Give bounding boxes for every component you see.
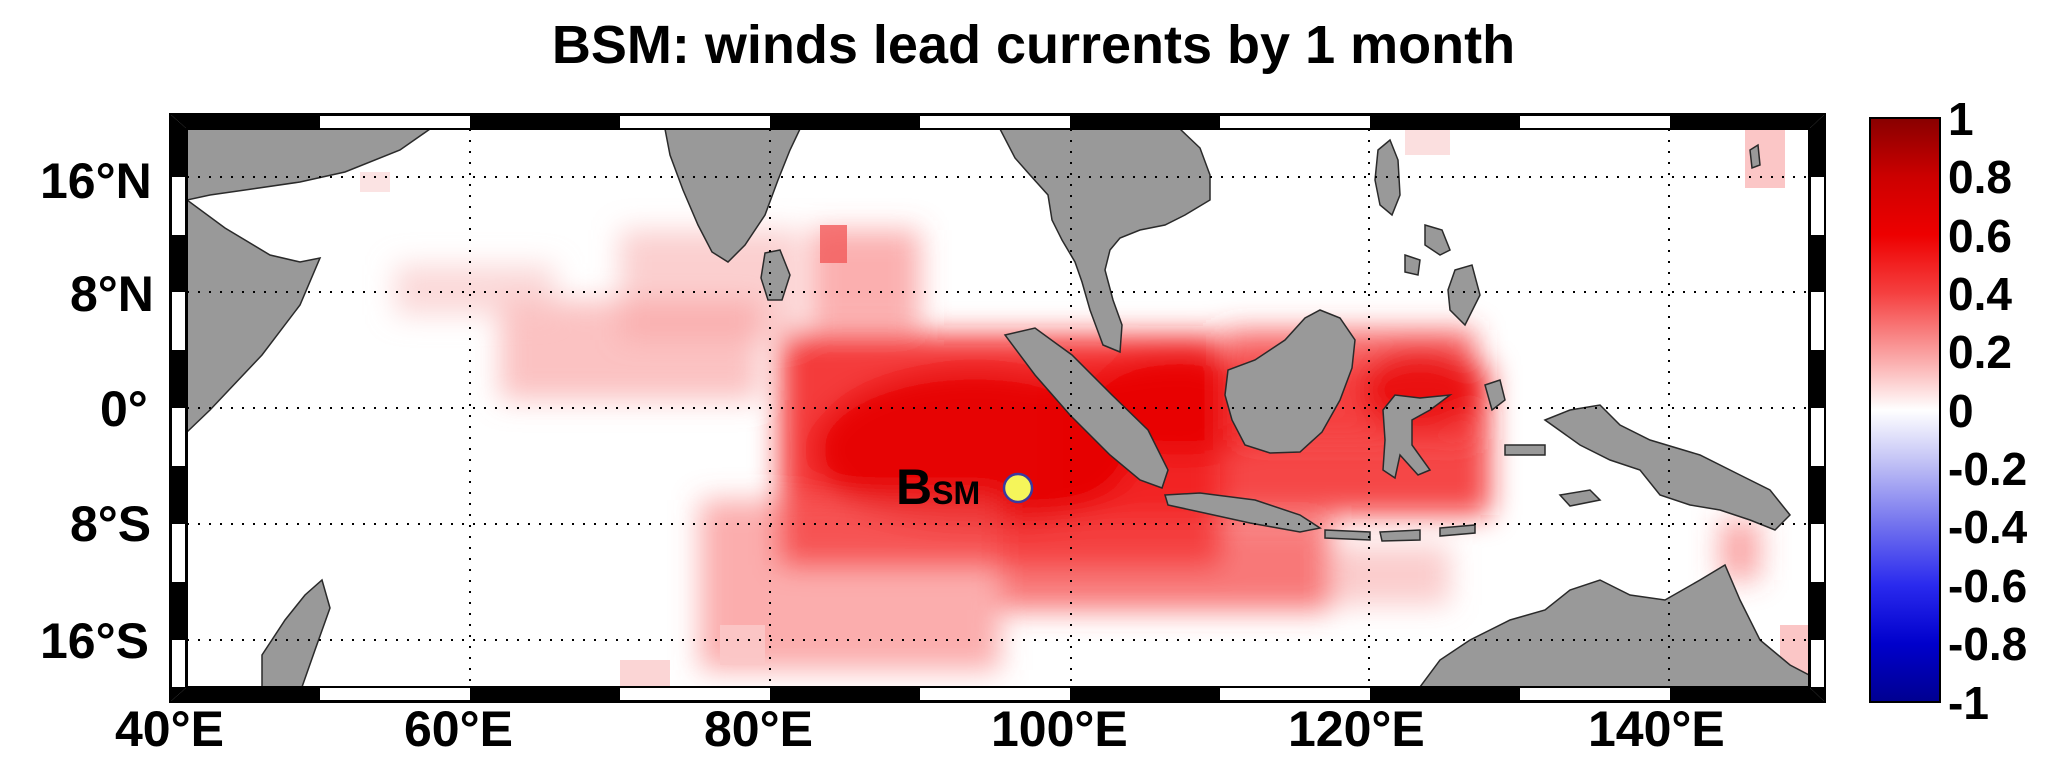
- colorbar-tick: 0: [1948, 385, 1974, 437]
- land: [187, 129, 1809, 687]
- map-content: [187, 129, 1809, 687]
- lat-label-8s: 8°S: [70, 496, 152, 552]
- lon-label-40e: 40°E: [115, 701, 224, 757]
- land-new-guinea: [1543, 404, 1792, 531]
- land-sumatra: [1003, 327, 1169, 489]
- lat-label-16n: 16°N: [40, 153, 152, 209]
- colorbar-tick: 0.2: [1948, 326, 2012, 378]
- station-label-main: B: [896, 459, 933, 515]
- map-title: BSM: winds lead currents by 1 month: [551, 15, 1516, 75]
- lon-label-60e: 60°E: [404, 701, 513, 757]
- lon-label-120e: 120°E: [1288, 701, 1425, 757]
- colorbar-tick: -0.8: [1948, 618, 2028, 670]
- land-sulawesi: [1382, 393, 1453, 480]
- land-australia: [1419, 563, 1809, 687]
- land-java: [1164, 492, 1322, 533]
- land-madagascar: [261, 578, 331, 687]
- lon-label-80e: 80°E: [704, 701, 813, 757]
- colorbar-tick: 0.4: [1948, 268, 2012, 320]
- colorbar-tick: -1: [1948, 677, 1989, 729]
- land-indochina: [999, 129, 1211, 354]
- land-sri-lanka: [760, 249, 791, 301]
- lon-label-100e: 100°E: [991, 701, 1128, 757]
- colorbar-tick: -0.4: [1948, 501, 2028, 553]
- land-borneo: [1224, 309, 1356, 454]
- colorbar-tick: 0.8: [1948, 151, 2012, 203]
- station-label: BSM: [896, 458, 980, 516]
- colorbar-tick: -0.6: [1948, 560, 2028, 612]
- station-marker: [1002, 472, 1034, 504]
- lon-label-140e: 140°E: [1588, 701, 1725, 757]
- land-mindanao: [1447, 264, 1481, 327]
- lat-label-0: 0°: [100, 381, 148, 437]
- colorbar-tick: -0.2: [1948, 443, 2028, 495]
- colorbar-tick: 1: [1948, 93, 1974, 145]
- land-africa: [187, 199, 322, 434]
- land-arabia: [187, 129, 432, 201]
- colorbar: [1869, 117, 1941, 703]
- station-label-sub: SM: [932, 475, 981, 511]
- map-frame: [169, 113, 1826, 703]
- land-india: [664, 129, 801, 263]
- colorbar-tick: 0.6: [1948, 210, 2012, 262]
- lat-label-16s: 16°S: [40, 613, 149, 669]
- lat-label-8n: 8°N: [70, 266, 154, 322]
